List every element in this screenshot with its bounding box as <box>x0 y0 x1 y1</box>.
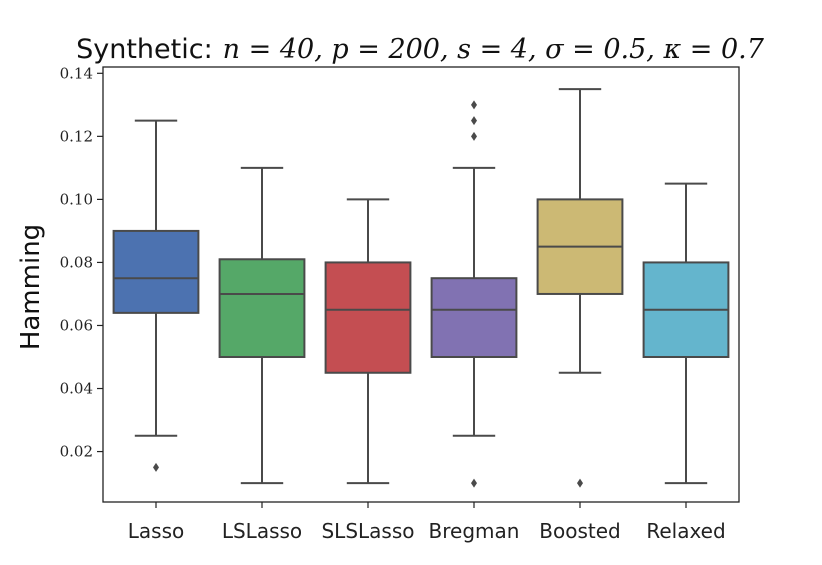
box-slslasso <box>324 261 412 374</box>
y-tick-label: 0.04 <box>60 380 93 398</box>
y-tick-label: 0.06 <box>60 316 93 334</box>
plot-area: 0.02 0.04 0.06 0.08 0.10 0.12 0.14 Lasso LSLasso… <box>60 64 740 543</box>
x-tick-label: SLSLasso <box>321 519 414 543</box>
outlier-point <box>471 100 477 110</box>
outlier-point <box>471 478 477 488</box>
y-tick-label: 0.14 <box>60 64 93 82</box>
y-tick-label: 0.12 <box>60 127 93 145</box>
chart-title-math: n = 40, p = 200, s = 4, σ = 0.5, κ = 0.7 <box>223 34 765 65</box>
outlier-point <box>471 116 477 126</box>
outlier-point <box>153 462 159 472</box>
x-tick-label: LSLasso <box>222 519 302 543</box>
box-lasso <box>112 229 200 314</box>
chart-title: Synthetic: n = 40, p = 200, s = 4, σ = 0.… <box>76 34 765 65</box>
y-tick-label: 0.08 <box>60 253 93 271</box>
x-tick-label: Bregman <box>429 519 520 543</box>
box-lslasso <box>218 258 306 359</box>
y-axis-title: Hamming <box>16 224 46 350</box>
x-tick-label: Lasso <box>128 519 184 543</box>
plot-frame <box>102 66 740 503</box>
y-tick-label: 0.10 <box>60 190 93 208</box>
box-bregman <box>430 277 518 358</box>
y-tick-label: 0.02 <box>60 443 93 461</box>
outlier-point <box>471 131 477 141</box>
outlier-point <box>577 478 583 488</box>
chart-title-prefix: Synthetic: <box>76 34 213 65</box>
x-tick-label: Relaxed <box>646 519 725 543</box>
x-tick-label: Boosted <box>539 519 620 543</box>
